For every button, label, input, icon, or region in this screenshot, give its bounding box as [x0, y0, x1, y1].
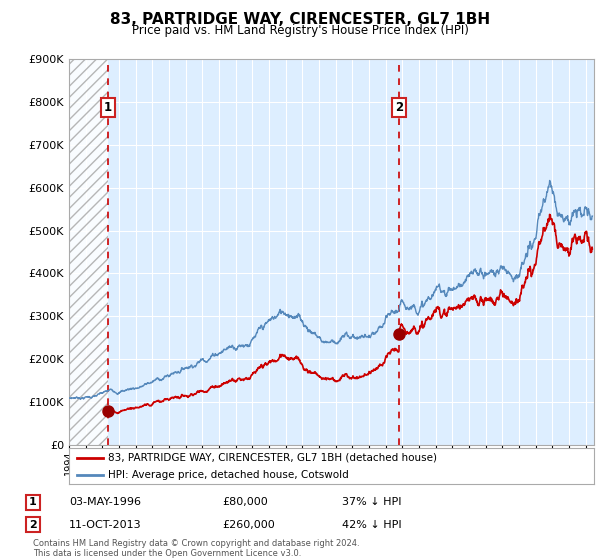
Text: 1: 1: [29, 497, 37, 507]
Text: Contains HM Land Registry data © Crown copyright and database right 2024.
This d: Contains HM Land Registry data © Crown c…: [33, 539, 359, 558]
Text: 83, PARTRIDGE WAY, CIRENCESTER, GL7 1BH: 83, PARTRIDGE WAY, CIRENCESTER, GL7 1BH: [110, 12, 490, 27]
Text: 2: 2: [29, 520, 37, 530]
Text: 42% ↓ HPI: 42% ↓ HPI: [342, 520, 401, 530]
Text: Price paid vs. HM Land Registry's House Price Index (HPI): Price paid vs. HM Land Registry's House …: [131, 24, 469, 36]
Text: 2: 2: [395, 101, 403, 114]
Text: 83, PARTRIDGE WAY, CIRENCESTER, GL7 1BH (detached house): 83, PARTRIDGE WAY, CIRENCESTER, GL7 1BH …: [109, 453, 437, 463]
Text: 11-OCT-2013: 11-OCT-2013: [69, 520, 142, 530]
Text: £80,000: £80,000: [222, 497, 268, 507]
Text: 37% ↓ HPI: 37% ↓ HPI: [342, 497, 401, 507]
Bar: [69, 59, 108, 445]
Text: 03-MAY-1996: 03-MAY-1996: [69, 497, 141, 507]
Text: £260,000: £260,000: [222, 520, 275, 530]
Text: 1: 1: [104, 101, 112, 114]
Text: HPI: Average price, detached house, Cotswold: HPI: Average price, detached house, Cots…: [109, 470, 349, 479]
